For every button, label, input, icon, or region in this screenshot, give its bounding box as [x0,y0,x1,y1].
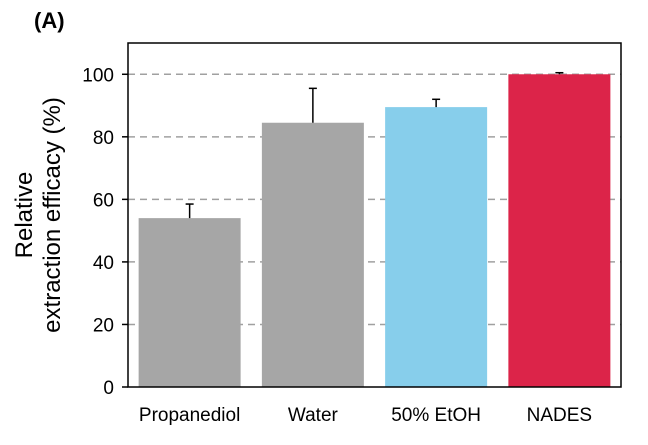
y-axis-title-line2: extraction efficacy (%) [39,97,66,333]
y-tick-label: 0 [103,378,114,399]
y-tick-label: 40 [93,253,114,274]
y-tick-label: 20 [93,315,114,336]
bar-water [261,122,364,387]
y-axis-title: Relative extraction efficacy (%) [11,97,66,333]
y-axis-title-line1: Relative [11,172,38,259]
x-axis-labels: Propanediol Water 50% EtOH NADES [139,405,592,426]
error-bars [185,71,564,219]
y-axis-ticks: 0 20 40 60 80 100 [82,65,128,399]
plot-frame [127,42,622,388]
x-category-label: Propanediol [139,405,240,426]
bars [138,74,611,387]
y-tick-label: 60 [93,190,114,211]
y-tick-label: 100 [82,65,114,86]
bar-nades [508,74,611,387]
panel-label: (A) [34,8,65,33]
y-tick-label: 80 [93,128,114,149]
x-category-label: NADES [527,405,592,426]
bar-50-etoh [385,107,488,387]
x-category-label: Water [288,405,339,426]
x-category-label: 50% EtOH [391,405,481,426]
bar-propanediol [138,218,241,387]
